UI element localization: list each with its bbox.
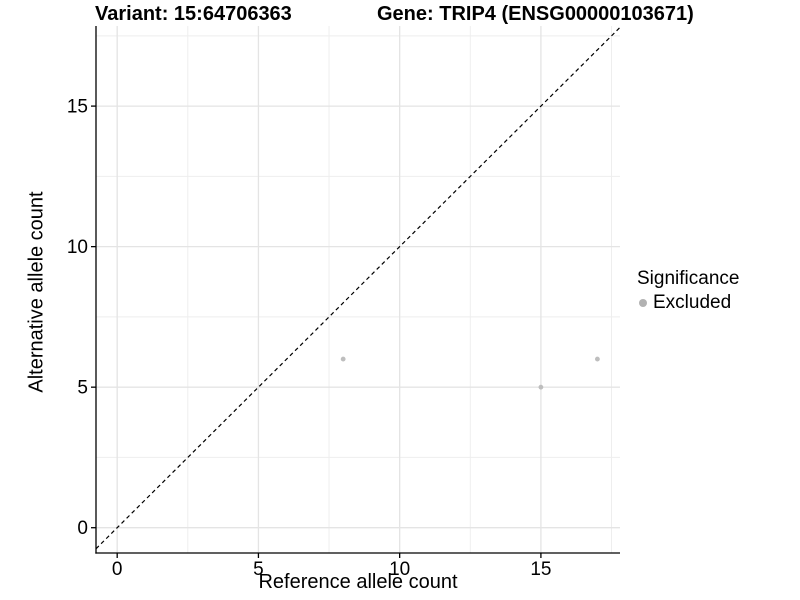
legend-title: Significance	[637, 268, 740, 289]
x-tick-label: 0	[112, 559, 123, 580]
legend-entry-excluded: Excluded	[639, 292, 739, 314]
y-tick-label: 10	[67, 237, 88, 258]
identity-line	[95, 26, 621, 550]
x-tick-label: 10	[389, 559, 410, 580]
legend-entry-label: Excluded	[653, 292, 732, 313]
data-point	[538, 384, 544, 390]
x-axis-label: Reference allele count	[258, 571, 458, 593]
x-tick-label: 5	[253, 559, 264, 580]
plot-title-gene: Gene: TRIP4 (ENSG00000103671)	[377, 3, 694, 25]
data-point	[595, 356, 600, 362]
y-tick-label: 5	[77, 378, 88, 399]
legend-point-icon	[639, 299, 647, 307]
plot-title-variant: Variant: 15:64706363	[95, 3, 292, 25]
y-tick-label: 0	[77, 518, 88, 539]
data-point	[340, 356, 346, 362]
x-tick-label: 15	[530, 559, 551, 580]
legend: Significance Excluded	[637, 268, 739, 314]
y-axis-label: Alternative allele count	[25, 191, 48, 393]
y-tick-label: 15	[67, 97, 88, 118]
